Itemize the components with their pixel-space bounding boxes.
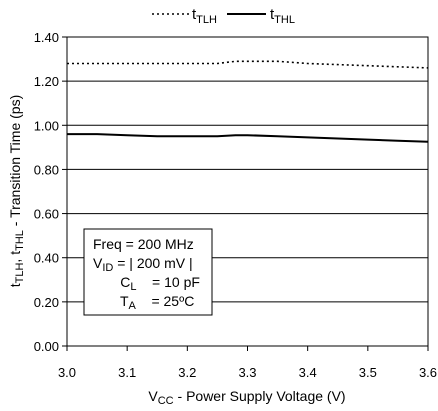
annotation-cl: CL = 10 pF xyxy=(93,274,219,293)
x-axis-title: VCC - Power Supply Voltage (V) xyxy=(148,388,345,407)
y-tick-label: 1.20 xyxy=(34,74,59,89)
annotation-vid: VID = | 200 mV | xyxy=(93,255,193,274)
x-tick-label: 3.1 xyxy=(118,365,136,380)
x-tick-label: 3.6 xyxy=(419,365,437,380)
y-tick-label: 0.00 xyxy=(34,339,59,354)
y-axis-ticks: 0.00 0.20 0.40 0.60 0.80 1.00 1.20 1.40 xyxy=(34,30,67,354)
legend-tlh-label: tTLH xyxy=(192,6,217,26)
gridlines xyxy=(67,80,428,303)
y-tick-label: 0.20 xyxy=(34,295,59,310)
conditions-annotation: Freq = 200 MHz VID = | 200 mV | CL = 10 … xyxy=(83,228,219,316)
x-tick-label: 3.5 xyxy=(359,365,377,380)
legend: tTLH tTHL xyxy=(152,6,295,26)
series-lines xyxy=(67,60,429,143)
series-line-tthl xyxy=(67,133,429,143)
y-tick-label: 0.80 xyxy=(34,162,59,177)
x-tick-label: 3.3 xyxy=(238,365,256,380)
y-tick-label: 1.00 xyxy=(34,118,59,133)
x-tick-label: 3.4 xyxy=(299,365,317,380)
annotation-ta: TA = 25ºC xyxy=(93,293,214,312)
annotation-freq: Freq = 200 MHz xyxy=(93,236,194,252)
legend-thl-label: tTHL xyxy=(270,6,295,26)
series-line-ttlh xyxy=(67,60,429,69)
y-tick-label: 1.40 xyxy=(34,30,59,45)
annotation-box xyxy=(83,228,213,316)
y-axis-title: tTLH, tTHL - Transition Time (ps) xyxy=(7,95,26,288)
x-axis-ticks: 3.0 3.1 3.2 3.3 3.4 3.5 3.6 xyxy=(58,346,437,380)
y-tick-label: 0.40 xyxy=(34,251,59,266)
x-tick-label: 3.0 xyxy=(58,365,76,380)
x-tick-label: 3.2 xyxy=(178,365,196,380)
y-tick-label: 0.60 xyxy=(34,207,59,222)
